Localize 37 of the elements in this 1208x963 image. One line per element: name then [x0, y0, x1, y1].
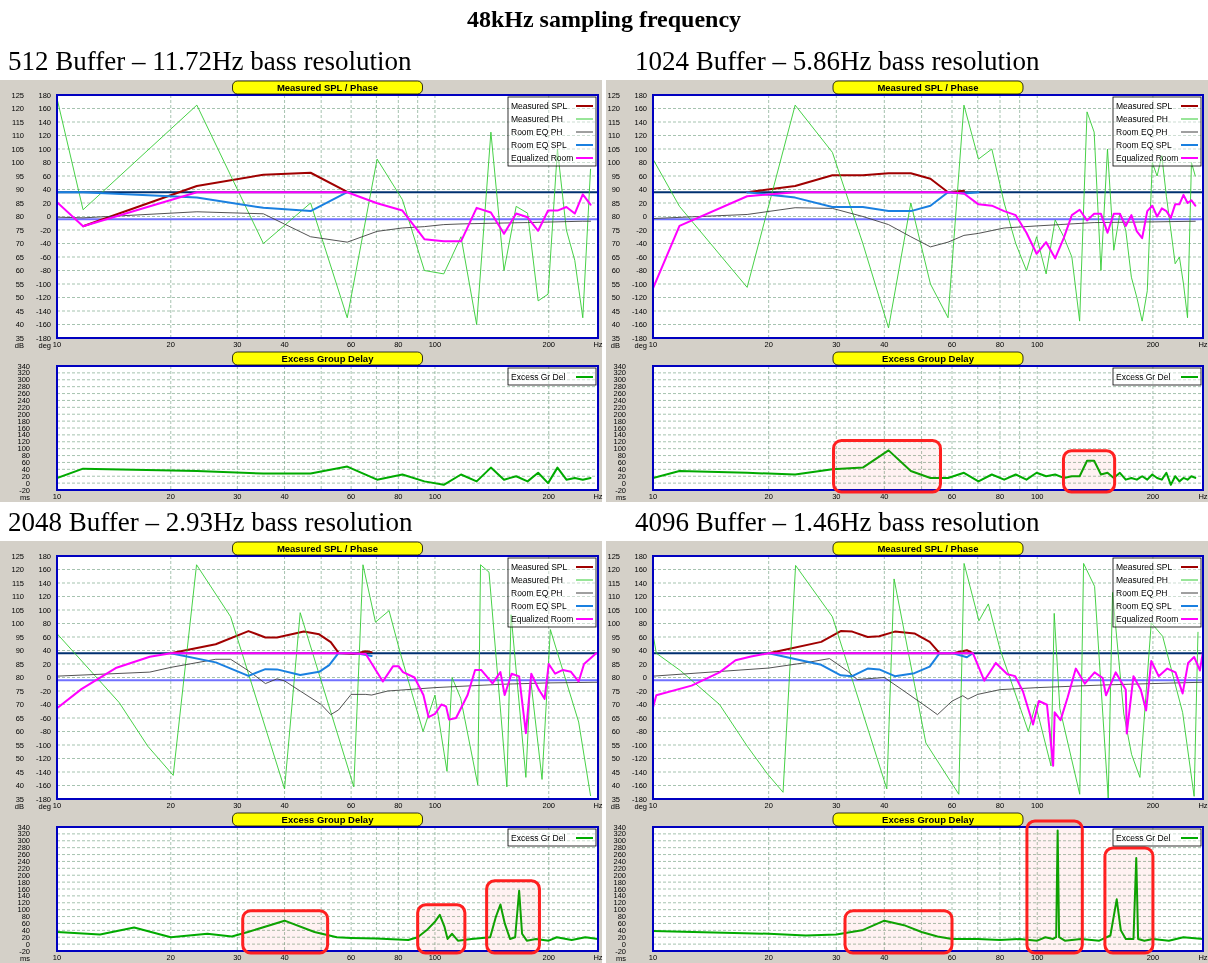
text: 48kHz sampling frequency — [466, 6, 742, 32]
legend-label: Equalized Room — [511, 614, 574, 624]
legend-label: Excess Gr Del — [511, 833, 566, 843]
legend-label: Room EQ PH — [511, 127, 563, 137]
chart-title: Measured SPL / Phase — [276, 543, 379, 554]
legend-label: Measured PH — [1116, 575, 1168, 585]
chart-subtitle: 2048 Buffer – 2.93Hz bass resolution — [8, 507, 413, 537]
legend-label: Room EQ SPL — [511, 140, 568, 150]
legend-label: Excess Gr Del — [1116, 372, 1171, 382]
legend-label: Room EQ SPL — [1116, 601, 1173, 611]
legend-label: Measured PH — [511, 114, 563, 124]
legend-label: Measured SPL — [1116, 562, 1173, 572]
legend-label: Equalized Room — [1116, 614, 1179, 624]
legend-label: Equalized Room — [511, 153, 574, 163]
legend-label: Measured SPL — [1116, 101, 1173, 111]
chart-title: Excess Group Delay — [882, 814, 975, 825]
legend-label: Excess Gr Del — [511, 372, 566, 382]
legend-label: Room EQ PH — [511, 588, 563, 598]
chart-title: Measured SPL / Phase — [877, 82, 979, 93]
legend-label: Measured SPL — [511, 101, 568, 111]
chart-subtitle: 4096 Buffer – 1.46Hz bass resolution — [635, 507, 1040, 537]
chart-title: Excess Group Delay — [281, 814, 375, 825]
chart-subtitle: 512 Buffer – 11.72Hz bass resolution — [8, 46, 412, 76]
chart-subtitle: 1024 Buffer – 5.86Hz bass resolution — [635, 46, 1040, 76]
legend-label: Room EQ SPL — [1116, 140, 1173, 150]
legend-label: Measured SPL — [511, 562, 568, 572]
legend-label: Measured PH — [1116, 114, 1168, 124]
chart-title: Excess Group Delay — [882, 353, 975, 364]
chart-title: Excess Group Delay — [281, 353, 375, 364]
legend-label: Room EQ PH — [1116, 588, 1168, 598]
legend-label: Measured PH — [511, 575, 563, 585]
chart-title: Measured SPL / Phase — [276, 82, 379, 93]
chart-title: Measured SPL / Phase — [877, 543, 979, 554]
legend-label: Equalized Room — [1116, 153, 1179, 163]
legend-label: Excess Gr Del — [1116, 833, 1171, 843]
legend-label: Room EQ PH — [1116, 127, 1168, 137]
legend-label: Room EQ SPL — [511, 601, 568, 611]
